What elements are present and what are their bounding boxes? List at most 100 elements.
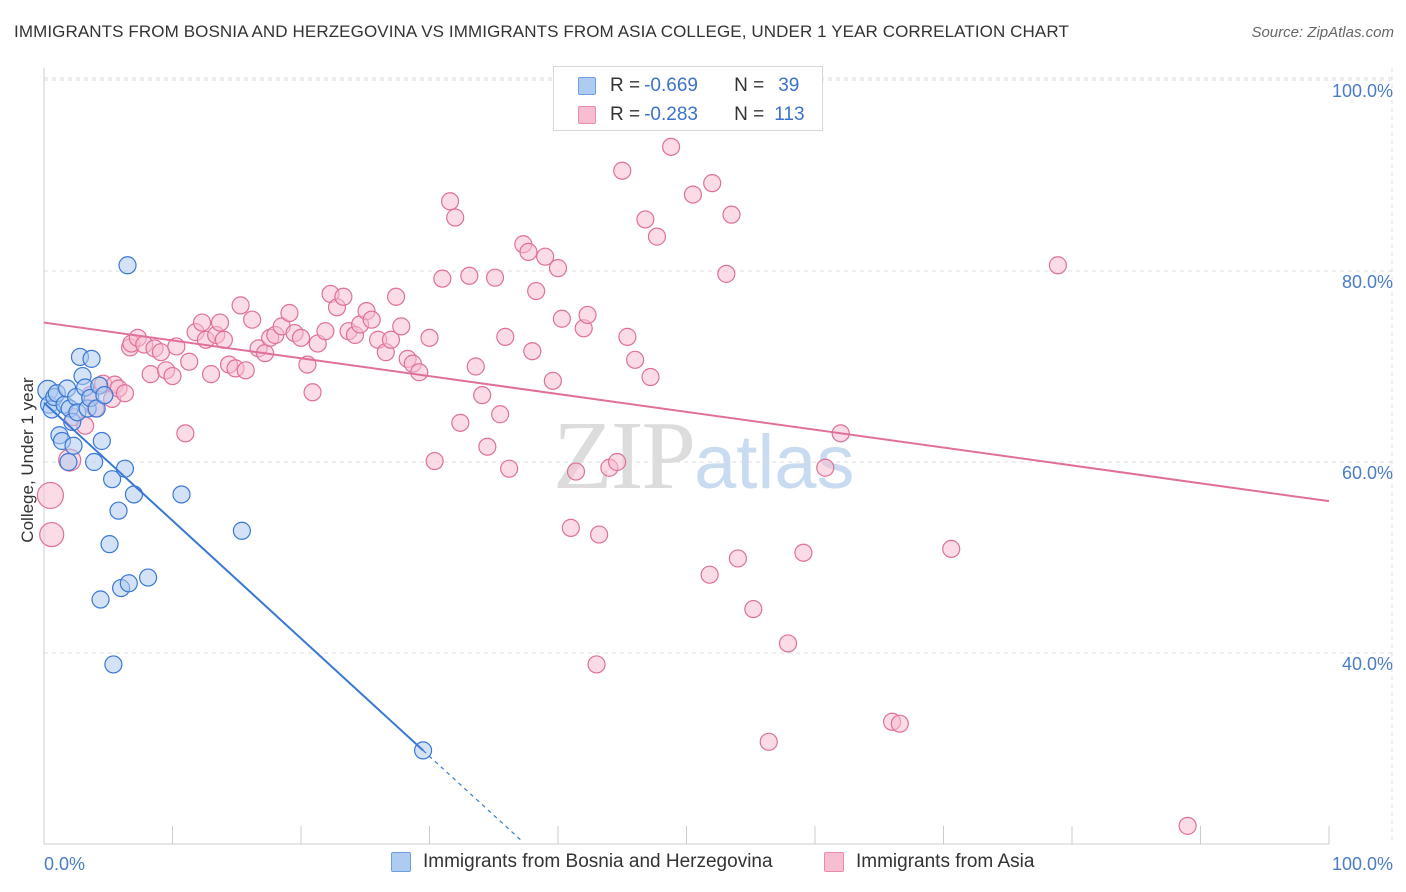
asia-point (613, 161, 632, 180)
asia-point (523, 342, 542, 361)
bosnia-point (103, 470, 122, 489)
asia-point (618, 327, 637, 346)
y-tick-label: 100.0% (1332, 81, 1393, 101)
axis-layer (43, 68, 1330, 845)
asia-point (392, 317, 411, 336)
bosnia-point (59, 452, 78, 472)
asia-point (778, 634, 798, 653)
y-tick-label: 80.0% (1342, 272, 1393, 292)
bottom-legend-label-bosnia: Immigrants from Bosnia and Herzegovina (423, 851, 773, 872)
asia-point (527, 281, 546, 301)
asia-point (141, 365, 160, 384)
asia-point (661, 137, 681, 156)
asia-point (466, 357, 485, 376)
asia-point (231, 296, 250, 315)
bosnia-point (115, 459, 135, 478)
asia-point (420, 328, 439, 347)
chart-title: IMMIGRANTS FROM BOSNIA AND HERZEGOVINA V… (14, 22, 1069, 41)
asia-point (717, 264, 736, 283)
bosnia-point (104, 655, 123, 674)
asia-point (608, 452, 627, 472)
bottom-legend-swatch-blue (391, 852, 411, 872)
asia-point (578, 305, 597, 325)
legend-n-label: N = (734, 75, 765, 96)
bosnia-point (100, 535, 119, 554)
bosnia-point (64, 436, 83, 455)
asia-point (543, 371, 562, 390)
asia-point (210, 313, 230, 332)
legend-row-bosnia: R = -0.669 N = 39 (554, 71, 799, 101)
asia-point (1178, 816, 1197, 835)
asia-point (451, 413, 470, 432)
y-axis-label: College, Under 1 year (18, 377, 37, 543)
asia-point (36, 481, 65, 510)
asia-point (552, 309, 571, 328)
asia-point (703, 174, 722, 193)
asia-point (636, 210, 655, 229)
asia-point (641, 367, 660, 387)
asia-point (39, 521, 65, 548)
asia-point (1048, 256, 1067, 275)
bottom-legend-swatch-pink (824, 852, 844, 872)
legend-r-label: R = (610, 75, 641, 96)
asia-point (180, 352, 199, 371)
asia-point (362, 310, 381, 329)
asia-point (243, 310, 262, 329)
asia-point (496, 327, 515, 346)
asia-point (176, 424, 195, 443)
asia-point (744, 599, 763, 619)
asia-point (561, 518, 580, 537)
asia-point (163, 366, 182, 386)
asia-point (700, 565, 719, 584)
asia-point (291, 328, 311, 347)
asia-point (722, 205, 741, 224)
asia-point (236, 361, 255, 380)
bosnia-point (82, 349, 101, 368)
legend-row-asia: R = -0.283 N = 113 (554, 100, 805, 130)
asia-point (433, 269, 452, 288)
asia-point (334, 287, 353, 306)
bosnia-point (118, 256, 137, 275)
asia-point (192, 313, 212, 332)
asia-point (625, 350, 645, 369)
asia-point (386, 287, 406, 306)
bosnia-point (92, 431, 111, 451)
legend-n-label: N = (734, 104, 765, 125)
legend-r-value: -0.283 (644, 104, 698, 125)
stats-legend: R = -0.669 N = 39 R = -0.283 N = 113 (553, 66, 823, 131)
asia-point (794, 543, 813, 562)
bosnia-point (172, 485, 191, 504)
asia-points (36, 137, 1197, 835)
asia-trend-line (43, 321, 1330, 503)
legend-r-value: -0.669 (644, 75, 698, 96)
asia-point (440, 192, 460, 211)
bosnia-point (95, 386, 114, 405)
x-tick-label-min: 0.0% (44, 854, 85, 874)
y-tick-label: 60.0% (1342, 463, 1393, 483)
chart-source: Source: ZipAtlas.com (1251, 24, 1394, 41)
asia-point (410, 363, 429, 382)
watermark-zip: ZIP (553, 402, 696, 510)
asia-point (446, 208, 465, 227)
asia-point (485, 268, 505, 287)
asia-point (381, 330, 401, 349)
y-tick-label: 40.0% (1342, 654, 1393, 674)
bosnia-point (85, 452, 104, 472)
legend-swatch-pink (578, 106, 596, 124)
bosnia-point (138, 568, 158, 587)
legend-n-value: 39 (778, 75, 800, 96)
asia-point (590, 525, 609, 544)
asia-point (647, 227, 667, 246)
legend-n-value: 113 (774, 104, 805, 125)
asia-point (151, 343, 171, 362)
bosnia-point (124, 485, 144, 504)
bosnia-point (91, 590, 110, 609)
asia-point (214, 330, 233, 349)
asia-point (316, 322, 335, 341)
asia-point (728, 549, 748, 568)
asia-point (491, 405, 510, 424)
legend-r-label: R = (610, 104, 641, 125)
asia-point (460, 266, 479, 285)
legend-swatch-blue (578, 77, 596, 95)
asia-point (683, 185, 703, 204)
